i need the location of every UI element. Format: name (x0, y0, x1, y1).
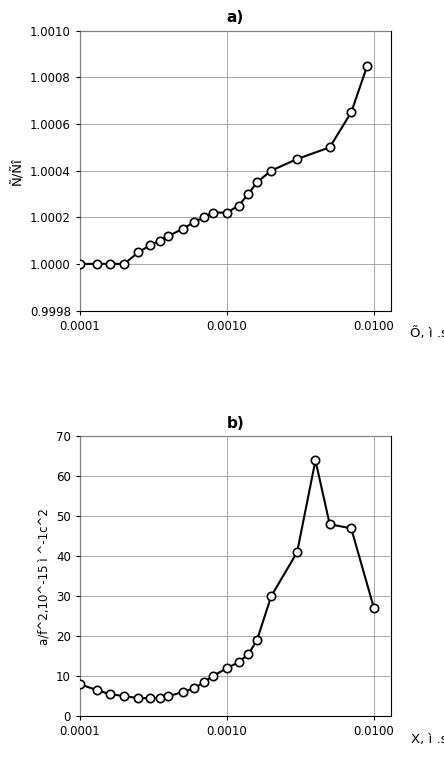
X-axis label: Õ, ì .s.: Õ, ì .s. (410, 327, 444, 340)
X-axis label: X, ì .s.: X, ì .s. (411, 733, 444, 746)
Y-axis label: a/f^2,10^-15 ì ^-1c^2: a/f^2,10^-15 ì ^-1c^2 (37, 507, 51, 644)
Title: b): b) (226, 416, 244, 431)
Y-axis label: Ñ/Ñî: Ñ/Ñî (11, 157, 24, 185)
Title: a): a) (227, 11, 244, 25)
